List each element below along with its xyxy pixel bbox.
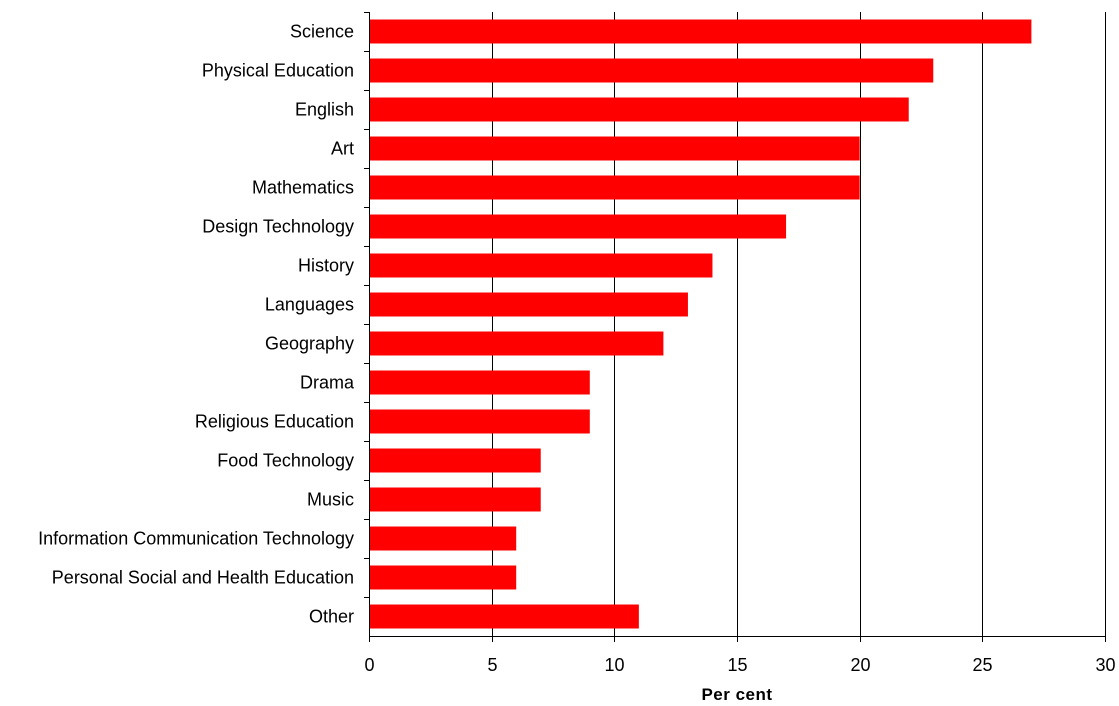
category-label: Drama: [300, 373, 355, 393]
axes: [364, 12, 1106, 642]
category-label: Religious Education: [195, 412, 354, 432]
category-label: Languages: [265, 295, 354, 315]
bar: [369, 175, 860, 200]
category-label: Design Technology: [202, 217, 354, 237]
x-tick-label: 0: [364, 655, 374, 675]
x-tick-label: 30: [1095, 655, 1115, 675]
bar: [369, 292, 688, 317]
category-label: Mathematics: [252, 178, 354, 198]
x-tick-labels: 0 5 10 15 20 25 30: [364, 655, 1115, 675]
category-label: Other: [309, 607, 354, 627]
x-axis-title: Per cent: [701, 685, 772, 704]
bar: [369, 448, 541, 473]
category-label: Science: [290, 22, 354, 42]
bar: [369, 253, 713, 278]
category-label: Music: [307, 490, 354, 510]
category-label: Information Communication Technology: [38, 529, 354, 549]
category-labels: Science Physical Education English Art Mathe…: [38, 22, 355, 627]
bar: [369, 370, 590, 395]
category-label: English: [295, 100, 354, 120]
x-tick-label: 20: [850, 655, 870, 675]
bar: [369, 19, 1032, 44]
bar: [369, 136, 860, 161]
bar: [369, 526, 517, 551]
bar: [369, 409, 590, 434]
category-label: Art: [331, 139, 354, 159]
category-label: Personal Social and Health Education: [52, 568, 354, 588]
bar: [369, 565, 517, 590]
bar: [369, 604, 639, 629]
x-tick-label: 15: [727, 655, 747, 675]
category-label: Physical Education: [202, 61, 354, 81]
category-label: Food Technology: [217, 451, 354, 471]
category-label: History: [298, 256, 354, 276]
bar: [369, 487, 541, 512]
bar: [369, 58, 934, 83]
x-tick-label: 10: [604, 655, 624, 675]
x-tick-label: 5: [487, 655, 497, 675]
category-label: Geography: [265, 334, 354, 354]
bar: [369, 214, 787, 239]
bars: [369, 19, 1032, 629]
x-tick-label: 25: [972, 655, 992, 675]
bar: [369, 331, 664, 356]
bar: [369, 97, 909, 122]
